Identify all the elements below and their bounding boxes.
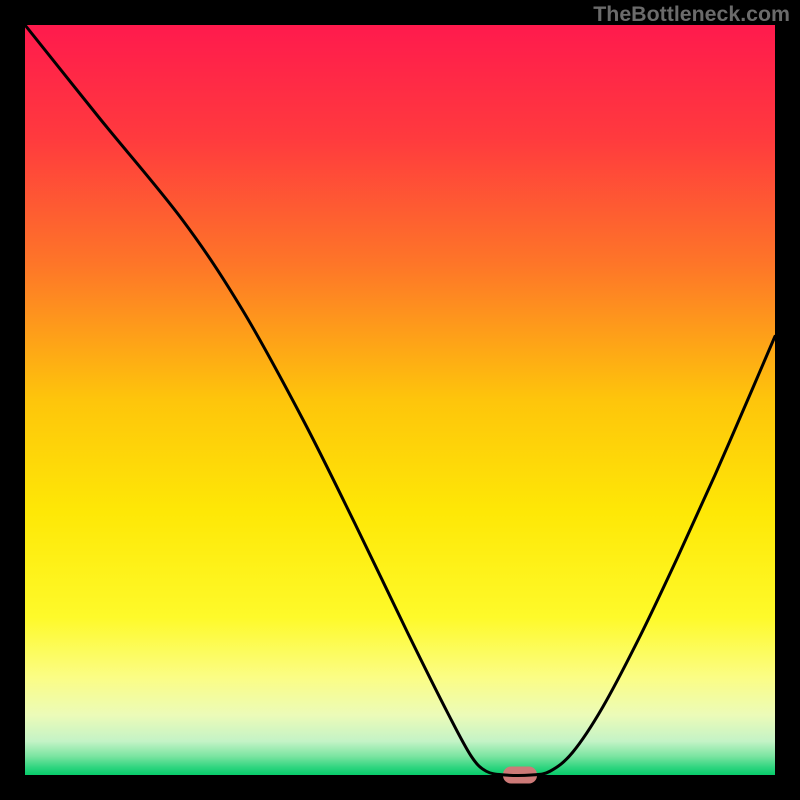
chart-svg (0, 0, 800, 800)
gradient-background (25, 25, 775, 775)
chart-stage: TheBottleneck.com (0, 0, 800, 800)
